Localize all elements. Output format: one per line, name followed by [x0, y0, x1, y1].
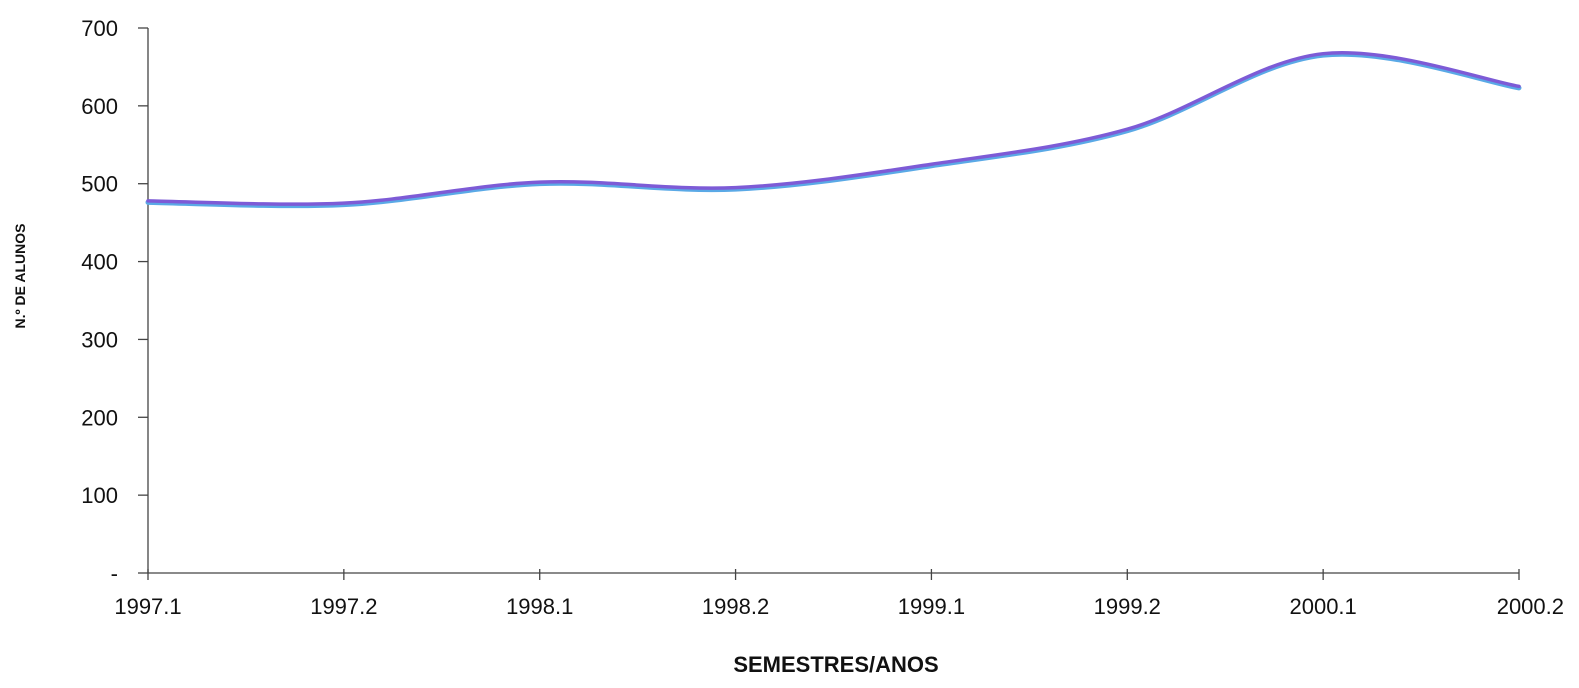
y-tick-label: 300 [81, 327, 118, 352]
y-tick-label: 100 [81, 483, 118, 508]
y-tick-label: 400 [81, 250, 118, 275]
y-axis-title: N.º DE ALUNOS [12, 224, 28, 329]
x-tick-labels: 1997.1 1997.2 1998.1 1998.2 1999.1 1999.2 2000… [114, 594, 1564, 619]
x-tick-label: 2000.2 [1497, 594, 1564, 619]
tick-marks [138, 27, 1520, 580]
axes [147, 28, 1519, 574]
y-tick-label: 600 [81, 94, 118, 119]
x-tick-label: 1997.1 [114, 594, 181, 619]
x-tick-label: 2000.1 [1289, 594, 1356, 619]
x-tick-label: 1999.1 [898, 594, 965, 619]
y-tick-label: - [111, 561, 118, 586]
y-tick-labels: - 100 200 300 400 500 600 700 [81, 16, 118, 586]
y-tick-label: 700 [81, 16, 118, 41]
x-axis-title: SEMESTRES/ANOS [733, 652, 938, 677]
series-line [146, 51, 1521, 206]
y-tick-label: 500 [81, 172, 118, 197]
series-line-shadow [145, 51, 1522, 209]
x-tick-label: 1999.2 [1094, 594, 1161, 619]
x-tick-label: 1998.2 [702, 594, 769, 619]
series-lines [145, 51, 1522, 209]
x-tick-label: 1998.1 [506, 594, 573, 619]
y-tick-label: 200 [81, 405, 118, 430]
x-tick-label: 1997.2 [310, 594, 377, 619]
